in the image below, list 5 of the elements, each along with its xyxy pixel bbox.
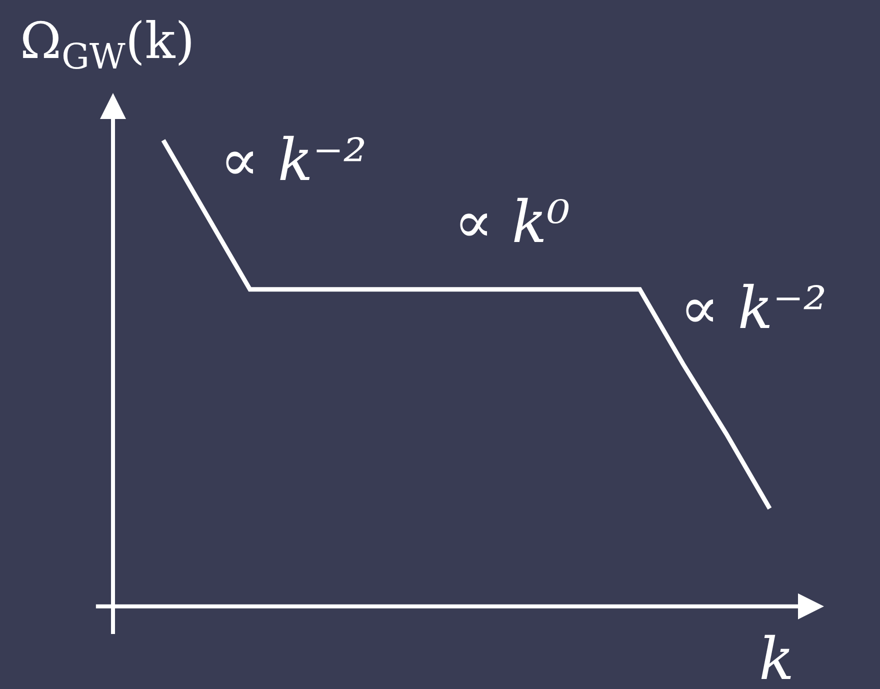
annotation: ∝ k⁰ (454, 188, 570, 256)
annotation: ∝ k⁻² (220, 126, 367, 194)
x-axis-title: k (759, 625, 794, 689)
y-axis-title: Ω$_{GW}$(k) (20, 12, 195, 78)
annotation: ∝ k⁻² (680, 274, 827, 342)
